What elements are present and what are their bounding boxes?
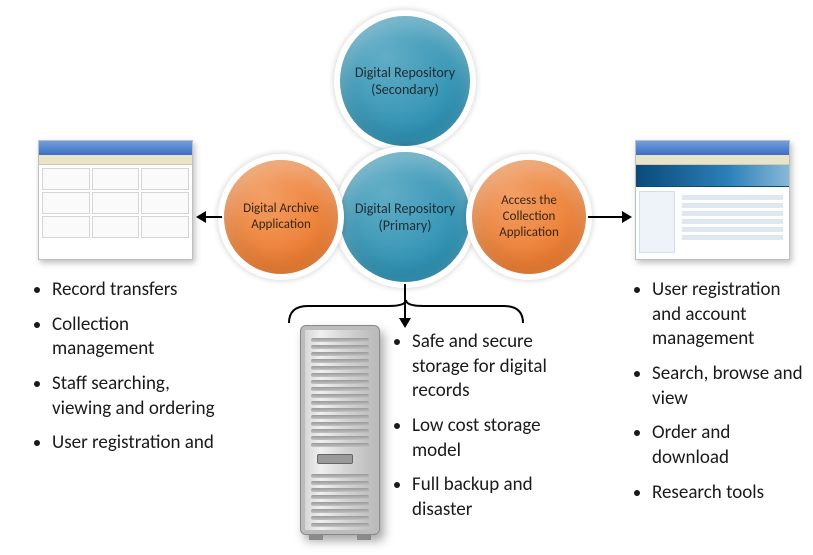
bullet-item: Order and download xyxy=(652,421,810,470)
bullet-item: Research tools xyxy=(652,481,810,506)
screenshot-left xyxy=(38,140,193,260)
screenshot-content xyxy=(39,165,192,241)
bullet-item: Record transfers xyxy=(52,278,220,303)
node-label: Access the Collection Application xyxy=(472,187,586,248)
node-repo-primary: Digital Repository (Primary) xyxy=(340,152,470,282)
node-access-app: Access the Collection Application xyxy=(472,160,586,274)
screenshot-banner xyxy=(636,165,789,187)
screenshot-right xyxy=(635,140,790,260)
node-label: Digital Archive Application xyxy=(224,195,338,240)
window-toolbar xyxy=(636,155,789,165)
node-archive-app: Digital Archive Application xyxy=(224,160,338,274)
window-titlebar xyxy=(39,141,192,155)
window-titlebar xyxy=(636,141,789,155)
server-illustration xyxy=(300,325,380,535)
bullet-item: User registration and account management xyxy=(652,278,810,352)
bullet-item: Safe and secure storage for digital reco… xyxy=(412,330,580,404)
arrow-head-left xyxy=(196,211,206,223)
bullet-item: Search, browse and view xyxy=(652,362,810,411)
bullet-item: Full backup and disaster xyxy=(412,473,580,522)
node-label: Digital Repository (Secondary) xyxy=(340,58,470,105)
arrow-head-right xyxy=(622,211,632,223)
bullet-list-center: Safe and secure storage for digital reco… xyxy=(390,330,580,533)
node-label: Digital Repository (Primary) xyxy=(340,194,470,241)
bullet-list-right: User registration and account management… xyxy=(630,278,810,516)
bullet-item: Staff searching, viewing and ordering xyxy=(52,372,220,421)
bullet-item: Low cost storage model xyxy=(412,414,580,463)
screenshot-sidebar xyxy=(639,191,675,253)
curly-brace xyxy=(286,298,526,326)
window-toolbar xyxy=(39,155,192,165)
server-drive xyxy=(317,454,353,464)
node-repo-secondary: Digital Repository (Secondary) xyxy=(340,16,470,146)
bullet-item: Collection management xyxy=(52,313,220,362)
bullet-item: User registration and xyxy=(52,431,220,456)
bullet-list-left: Record transfers Collection management Sta… xyxy=(30,278,220,466)
